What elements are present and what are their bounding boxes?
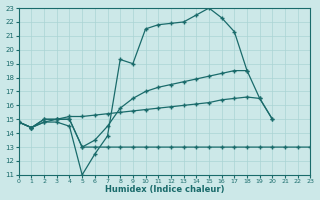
X-axis label: Humidex (Indice chaleur): Humidex (Indice chaleur) [105,185,224,194]
